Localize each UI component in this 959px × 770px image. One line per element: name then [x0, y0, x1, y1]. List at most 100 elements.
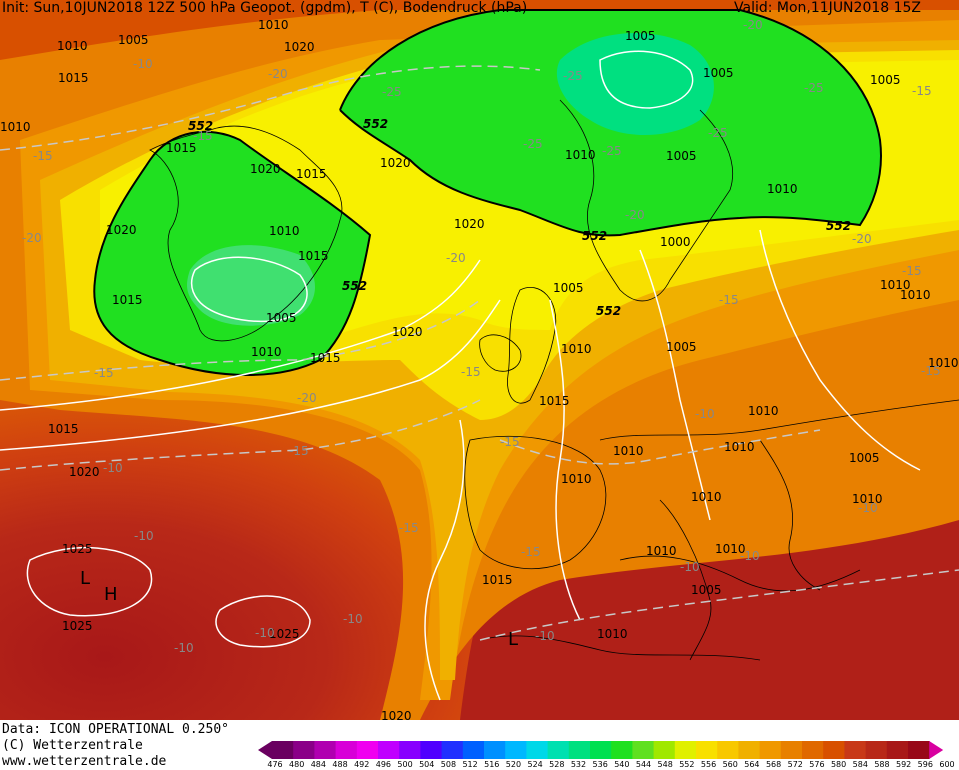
website-link[interactable]: www.wetterzentrale.de — [2, 754, 167, 769]
scale-value: 552 — [679, 760, 695, 769]
pressure-label: 1010 — [597, 627, 628, 641]
scale-swatch — [505, 741, 527, 759]
temp-label: -20 — [297, 391, 317, 405]
scale-value: 484 — [310, 760, 326, 769]
temp-label: -15 — [719, 293, 739, 307]
pressure-centers: L H L — [80, 568, 518, 650]
scale-value: 520 — [505, 760, 522, 769]
pressure-label: 1010 — [724, 440, 755, 454]
temp-label: -25 — [804, 81, 824, 95]
weather-map: 1010 1005 1015 1020 1010 1005 1020 1015 … — [0, 0, 959, 720]
scale-value: 572 — [787, 760, 803, 769]
scale-value: 528 — [549, 760, 565, 769]
scale-swatch — [696, 741, 718, 759]
scale-value: 512 — [462, 760, 478, 769]
low-symbol: L — [80, 568, 90, 589]
scale-swatch — [611, 741, 633, 759]
scale-swatch — [738, 741, 761, 759]
temperature-labels: -10 -15 -20 -25 -25 -25 -25 -20 -25 -20 … — [22, 18, 941, 655]
scale-swatch — [568, 741, 591, 759]
scale-value: 568 — [765, 760, 782, 769]
contour-label: 552 — [188, 119, 213, 133]
isotherms — [0, 65, 959, 641]
scale-swatch — [802, 741, 824, 759]
scale-arrow-left — [258, 741, 272, 759]
temp-label: -10 — [680, 560, 700, 574]
scale-swatch — [823, 741, 845, 759]
pressure-label: 1015 — [298, 249, 329, 263]
temp-label: -15 — [500, 435, 520, 449]
scale-value: 524 — [527, 760, 543, 769]
pressure-label: 1010 — [258, 18, 289, 32]
color-scale-labels: 476 480 484 488 492 496 500 504 508 512 516 520 524 5… — [267, 760, 954, 770]
scale-value: 504 — [419, 760, 435, 769]
data-source: Data: ICON OPERATIONAL 0.250° — [2, 722, 229, 737]
pressure-label: 1010 — [748, 404, 779, 418]
pressure-label: 1005 — [691, 583, 722, 597]
pressure-label: 1005 — [666, 340, 697, 354]
scale-value: 600 — [939, 760, 955, 769]
scale-value: 596 — [917, 760, 933, 769]
scale-swatch — [314, 741, 337, 759]
scale-swatch — [378, 741, 400, 759]
pressure-label: 1010 — [852, 492, 883, 506]
scale-value: 488 — [332, 760, 348, 769]
pressure-label: 1005 — [625, 29, 656, 43]
pressure-label: 1025 — [62, 542, 93, 556]
temp-label: -10 — [134, 529, 154, 543]
scale-swatch — [420, 741, 443, 759]
scale-swatch — [547, 741, 570, 759]
temp-label: -25 — [563, 69, 583, 83]
pressure-label: 1015 — [539, 394, 570, 408]
scale-arrow-right — [929, 741, 944, 759]
temp-label: -20 — [852, 232, 872, 246]
pressure-label: 1010 — [565, 148, 596, 162]
pressure-label: 1010 — [613, 444, 644, 458]
temp-label: -15 — [33, 149, 53, 163]
temp-label: -15 — [289, 444, 309, 458]
scale-swatch — [844, 741, 867, 759]
pressure-label: 1020 — [454, 217, 485, 231]
scale-swatch — [886, 741, 909, 759]
scale-value: 532 — [570, 760, 587, 769]
pressure-label: 1020 — [381, 709, 412, 720]
scale-value: 516 — [484, 760, 500, 769]
pressure-label: 1015 — [482, 573, 513, 587]
pressure-label: 1010 — [691, 490, 722, 504]
temp-label: -10 — [343, 612, 363, 626]
pressure-label: 1015 — [58, 71, 89, 85]
temp-label: -25 — [602, 144, 622, 158]
scale-value: 548 — [657, 760, 673, 769]
scale-value: 560 — [722, 760, 738, 769]
scale-swatch — [441, 741, 464, 759]
contour-label: 552 — [582, 229, 607, 243]
temp-label: -10 — [133, 57, 153, 71]
coastlines — [149, 99, 959, 661]
scale-swatch — [356, 741, 379, 759]
temp-label: -20 — [743, 18, 763, 32]
pressure-label: 1000 — [660, 235, 691, 249]
pressure-label: 1020 — [284, 40, 315, 54]
scale-value: 576 — [809, 760, 825, 769]
scale-swatch — [908, 741, 930, 759]
scale-value: 588 — [874, 760, 890, 769]
pressure-label: 1010 — [269, 224, 300, 238]
scale-value: 564 — [744, 760, 760, 769]
pressure-label: 1020 — [380, 156, 411, 170]
pressure-labels: 1010 1005 1015 1020 1010 1005 1020 1015 … — [0, 18, 959, 720]
temp-label: -10 — [174, 641, 194, 655]
scale-swatch — [293, 741, 315, 759]
map-header: Init: Sun,10JUN2018 12Z 500 hPa Geopot. … — [0, 0, 959, 18]
pressure-label: 1025 — [269, 627, 300, 641]
pressure-label: 1015 — [166, 141, 197, 155]
scale-value: 500 — [397, 760, 413, 769]
contour-label: 552 — [596, 304, 621, 318]
low-symbol: L — [508, 629, 518, 650]
scale-swatch — [632, 741, 655, 759]
pressure-label: 1015 — [48, 422, 79, 436]
pressure-label: 1005 — [266, 311, 297, 325]
scale-value: 508 — [440, 760, 457, 769]
temp-label: -25 — [708, 126, 728, 140]
pressure-label: 1005 — [118, 33, 149, 47]
scale-value: 536 — [592, 760, 608, 769]
